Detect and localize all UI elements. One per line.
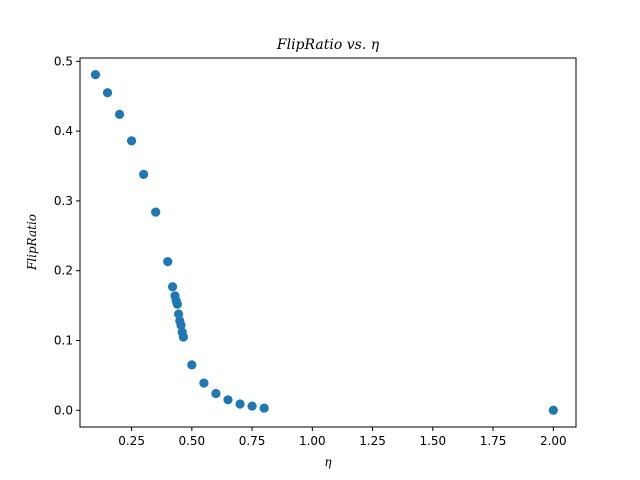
data-point-20 [235,399,245,409]
y-tick-label: 0.1 [54,333,73,347]
y-tick-label: 0.2 [54,264,73,278]
data-point-13 [176,320,186,330]
x-axis-label: η [324,455,332,469]
plot-frame [79,57,577,428]
y-tick-label: 0.4 [54,124,73,138]
x-tick-label: 1.00 [299,434,326,448]
plot-area [79,57,577,428]
data-point-7 [167,282,178,292]
y-tick-label: 0.0 [54,403,73,417]
data-point-2 [114,109,125,119]
x-tick-label: 1.75 [480,434,507,448]
data-point-15 [178,332,189,342]
data-points [90,70,558,415]
data-point-23 [548,405,558,415]
data-point-1 [102,88,113,98]
data-point-10 [172,299,182,309]
data-point-5 [151,207,161,217]
x-tick-label: 0.50 [178,434,205,448]
data-point-19 [223,395,233,405]
chart-title: FlipRatio vs. η [276,37,380,53]
x-tick-label: 1.25 [359,434,386,448]
y-tick-label: 0.5 [54,54,73,68]
data-point-0 [90,70,101,80]
y-axis-ticks: 0.0 0.1 0.2 0.3 0.4 0.5 [54,54,80,417]
y-axis-label: FlipRatio [25,214,39,271]
data-point-22 [259,403,269,413]
y-tick-label: 0.3 [54,194,73,208]
x-tick-label: 2.00 [540,434,567,448]
data-point-4 [139,169,149,179]
data-point-6 [163,257,173,267]
x-tick-label: 0.25 [118,434,145,448]
x-tick-label: 0.75 [239,434,266,448]
data-point-16 [187,360,197,370]
data-point-17 [199,378,209,388]
data-point-11 [173,309,184,319]
x-axis-ticks: 0.25 0.50 0.75 1.00 1.25 1.50 1.75 2.00 [118,427,567,448]
x-tick-label: 1.50 [419,434,446,448]
data-point-18 [211,388,221,399]
data-point-21 [247,401,257,411]
data-point-3 [127,136,137,146]
